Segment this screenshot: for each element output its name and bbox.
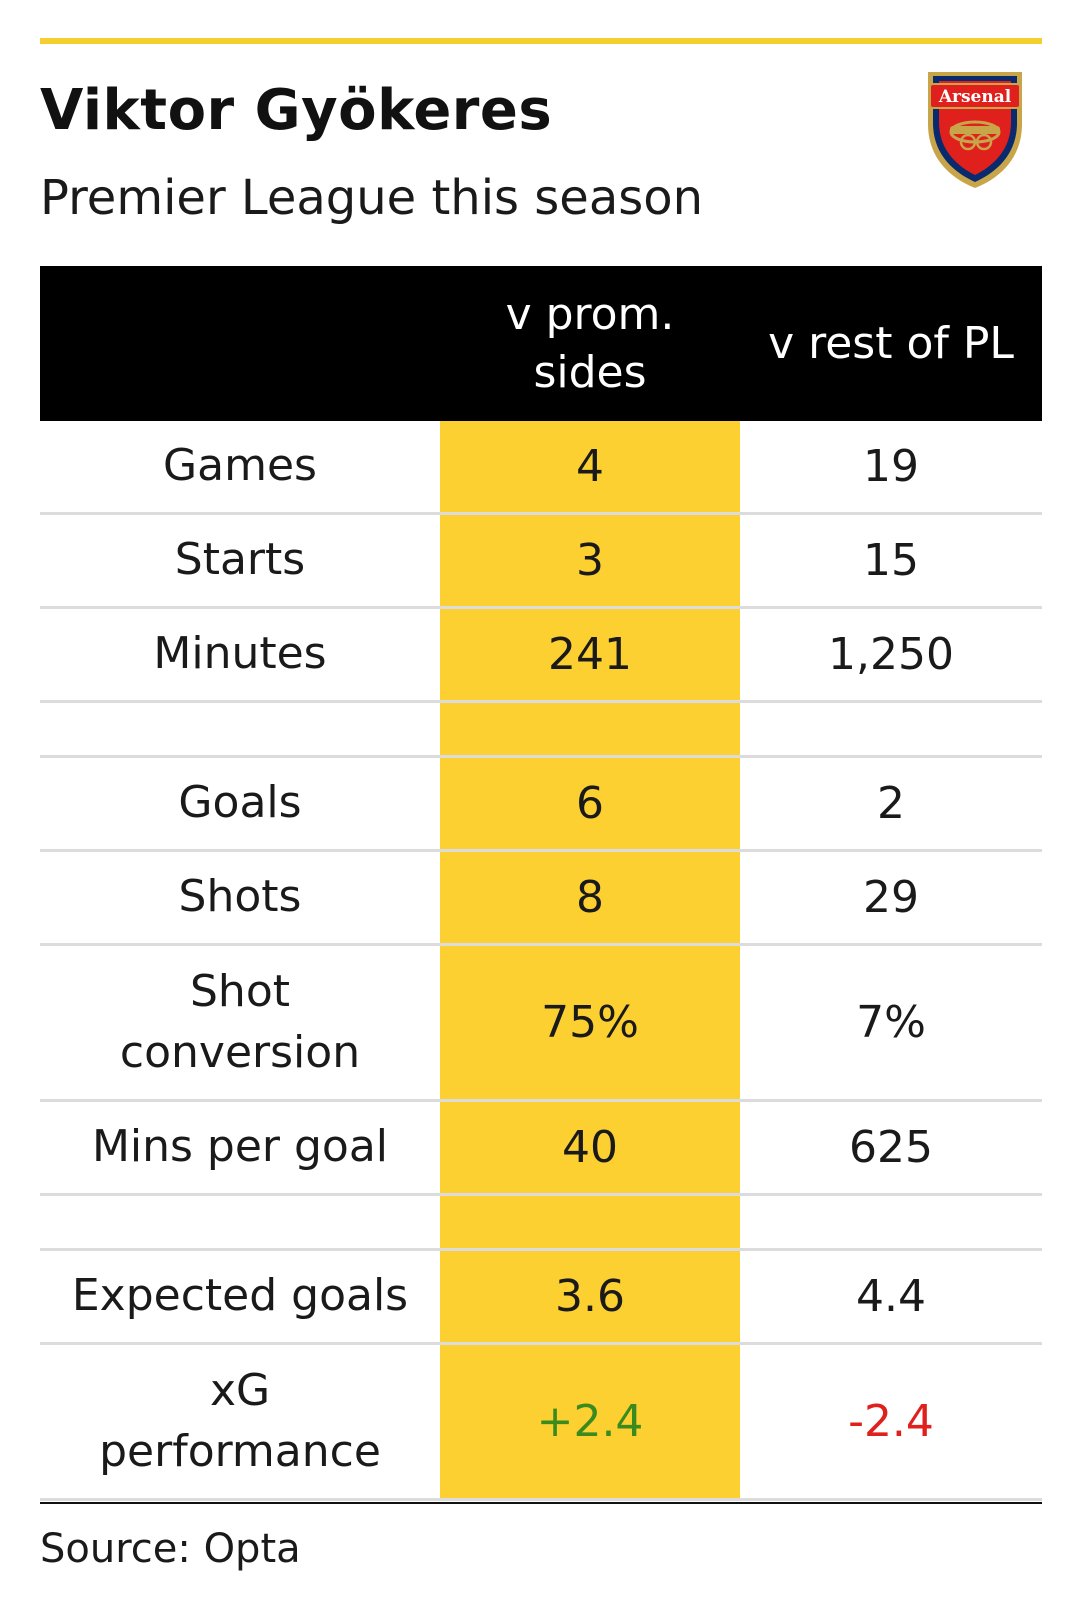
value-v-prom: +2.4	[440, 1345, 740, 1498]
row-label: Shots	[178, 871, 302, 923]
value-v-rest: 7%	[856, 997, 926, 1048]
row-divider	[40, 755, 1042, 758]
row-divider	[40, 606, 1042, 609]
value-v-prom: 6	[440, 758, 740, 849]
spacer-row	[40, 703, 1042, 755]
header-label-spacer	[40, 266, 440, 421]
row-label: Shot conversion	[119, 965, 361, 1078]
source-note: Source: Opta	[40, 1526, 301, 1572]
table-row: Goals 6 2	[40, 758, 1042, 849]
table-row: Mins per goal 40 625	[40, 1102, 1042, 1193]
table-row: Starts 3 15	[40, 515, 1042, 606]
value-v-prom: 4	[440, 421, 740, 512]
table-row: Expected goals 3.6 4.4	[40, 1251, 1042, 1342]
bottom-rule	[40, 1502, 1042, 1504]
table-row: xG performance +2.4 -2.4	[40, 1345, 1042, 1498]
table-row: Shots 8 29	[40, 852, 1042, 943]
value-v-rest: 2	[877, 778, 905, 829]
header-v-rest-of-pl: v rest of PL	[768, 317, 1014, 369]
crest-text: Arsenal	[938, 87, 1012, 107]
spacer-row	[40, 1196, 1042, 1248]
table-row: Games 4 19	[40, 421, 1042, 512]
row-label: Games	[163, 440, 317, 492]
top-accent-rule	[40, 38, 1042, 44]
table-header: v prom. sides v rest of PL	[40, 266, 1042, 421]
arsenal-crest-icon: Arsenal	[928, 72, 1022, 188]
value-v-prom: 75%	[440, 946, 740, 1099]
value-v-rest: -2.4	[848, 1396, 934, 1447]
value-v-rest: 1,250	[828, 629, 954, 680]
row-label: xG performance	[99, 1364, 381, 1477]
value-v-rest: 15	[863, 535, 919, 586]
chart-subtitle: Premier League this season	[40, 170, 704, 226]
value-v-prom: 3	[440, 515, 740, 606]
table-row: Shot conversion 75% 7%	[40, 946, 1042, 1099]
stats-table: v prom. sides v rest of PL Games 4 19 St…	[40, 266, 1042, 1501]
row-label: Minutes	[153, 628, 327, 680]
row-label: Goals	[178, 777, 302, 829]
row-divider	[40, 1099, 1042, 1102]
chart-title: Viktor Gyökeres	[40, 78, 553, 143]
row-label: Mins per goal	[91, 1121, 389, 1173]
value-v-prom: 8	[440, 852, 740, 943]
row-divider	[40, 849, 1042, 852]
table-row: Minutes 241 1,250	[40, 609, 1042, 700]
value-v-rest: 19	[863, 441, 919, 492]
value-v-rest: 625	[849, 1122, 933, 1173]
value-v-prom: 3.6	[440, 1251, 740, 1342]
header-v-prom-sides: v prom. sides	[505, 289, 675, 398]
value-v-rest: 4.4	[856, 1271, 926, 1322]
value-v-prom: 40	[440, 1102, 740, 1193]
row-divider	[40, 1342, 1042, 1345]
row-divider	[40, 1193, 1042, 1196]
row-divider	[40, 700, 1042, 703]
row-label: Expected goals	[71, 1270, 409, 1322]
row-divider	[40, 1498, 1042, 1501]
row-divider	[40, 1248, 1042, 1251]
row-label: Starts	[174, 534, 306, 586]
row-divider	[40, 943, 1042, 946]
value-v-rest: 29	[863, 872, 919, 923]
row-divider	[40, 512, 1042, 515]
value-v-prom: 241	[440, 609, 740, 700]
